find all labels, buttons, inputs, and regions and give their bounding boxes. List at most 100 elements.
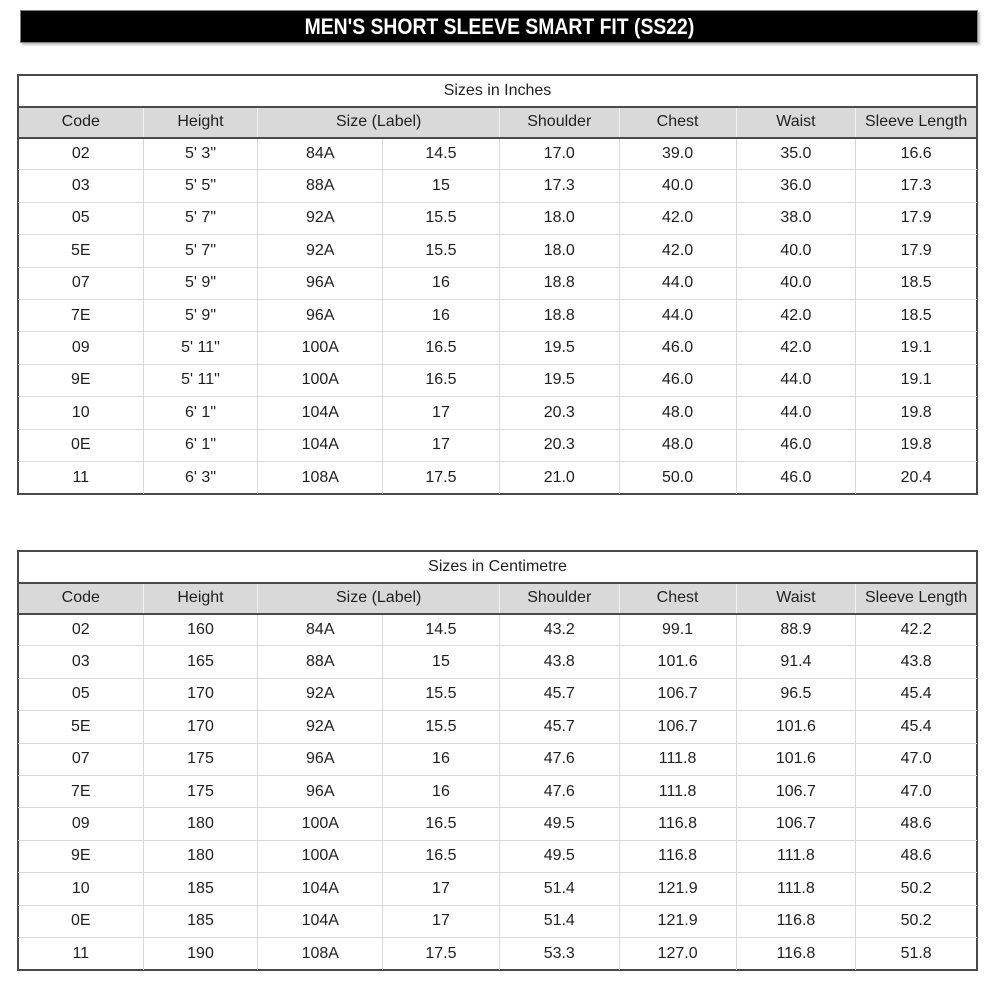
table-row: 05 170 92A 15.5 45.7 106.7 96.5 45.4 [18,678,977,712]
table-row: 07 175 96A 16 47.6 111.8 101.6 47.0 [18,743,977,776]
table-cell: 0E [18,905,144,938]
table-cell: 121.9 [618,905,737,938]
table-cell: 20.3 [498,396,620,430]
table-cell: 5' 11" [142,364,258,398]
table-cell: 5E [18,234,144,268]
table-cell: 17 [382,905,500,938]
table-cell: 47.6 [498,775,620,809]
table-cell: 101.6 [618,645,737,679]
table-cell: 16.5 [382,364,500,398]
table-cell: 106.7 [735,807,856,841]
table-cell: 43.2 [498,613,620,647]
table-cell: 49.5 [498,840,620,874]
table-cell: 16 [382,267,500,300]
table-cell: 42.0 [618,234,737,268]
table-cell: 16 [382,743,500,776]
table-cell: 84A [257,137,383,171]
table-cell: 20.3 [498,429,620,462]
table-cell: 42.0 [618,202,737,236]
table-cell: 40.0 [735,267,856,300]
table-cell: 45.7 [498,678,620,712]
table-cell: 40.0 [618,169,737,203]
column-header-shoulder: Shoulder [498,106,620,139]
column-header-chest: Chest [618,582,737,615]
table-cell: 15 [382,645,500,679]
table-cell: 121.9 [618,872,737,906]
table-header-row: Code Height Size (Label) Shoulder Chest … [18,582,977,615]
table-cell: 106.7 [735,775,856,809]
table-cell: 18.8 [498,299,620,333]
table-cell: 100A [257,840,383,874]
table-cell: 6' 3" [142,461,258,494]
table-cell: 9E [18,840,144,874]
table-cell: 5' 3" [142,137,258,171]
table-cell: 5' 9" [142,267,258,300]
table-cell: 160 [142,613,258,647]
table-cell: 101.6 [735,710,856,744]
table-row: 11 190 108A 17.5 53.3 127.0 116.8 51.8 [18,937,977,970]
table-caption: Sizes in Centimetre [18,551,977,584]
table-body: 02 160 84A 14.5 43.2 99.1 88.9 42.2 03 165 88A 15 43… [18,613,977,970]
table-cell: 88A [257,169,383,203]
table-row: 7E 5' 9" 96A 16 18.8 44.0 42.0 18.5 [18,299,977,333]
table-cell: 111.8 [618,775,737,809]
table-cell: 88A [257,645,383,679]
table-cell: 46.0 [735,429,856,462]
table-cell: 7E [18,775,144,809]
column-header-waist: Waist [735,582,856,615]
table-cell: 175 [142,743,258,776]
table-cell: 48.0 [618,429,737,462]
table-cell: 07 [18,267,144,300]
column-header-sleeve-length: Sleeve Length [855,106,977,139]
table-cell: 53.3 [498,937,620,970]
table-row: 02 5' 3" 84A 14.5 17.0 39.0 35.0 16.6 [18,137,977,171]
table-cell: 180 [142,840,258,874]
table-cell: 51.8 [855,937,977,970]
table-cell: 18.0 [498,234,620,268]
table-cell: 17 [382,429,500,462]
table-cell: 15.5 [382,678,500,712]
table-cell: 45.4 [855,710,977,744]
sizes-in-inches-table: Sizes in Inches Code Height Size (Label)… [17,73,978,496]
table-cell: 96A [257,775,383,809]
table-caption-row: Sizes in Centimetre [18,551,977,584]
table-cell: 17 [382,396,500,430]
column-header-height: Height [142,106,258,139]
table-body: 02 5' 3" 84A 14.5 17.0 39.0 35.0 16.6 03 5' 5" 88A… [18,137,977,494]
sizes-in-inches-section: Sizes in Inches Code Height Size (Label)… [17,73,978,496]
sizes-in-centimetre-section: Sizes in Centimetre Code Height Size (La… [17,549,978,972]
table-cell: 9E [18,364,144,398]
table-cell: 92A [257,710,383,744]
table-cell: 170 [142,678,258,712]
table-cell: 96A [257,267,383,300]
table-row: 07 5' 9" 96A 16 18.8 44.0 40.0 18.5 [18,267,977,300]
table-cell: 17.0 [498,137,620,171]
table-cell: 18.0 [498,202,620,236]
table-cell: 100A [257,807,383,841]
table-row: 0E 185 104A 17 51.4 121.9 116.8 50.2 [18,905,977,938]
table-cell: 39.0 [618,137,737,171]
table-cell: 99.1 [618,613,737,647]
table-cell: 19.5 [498,331,620,365]
table-row: 0E 6' 1" 104A 17 20.3 48.0 46.0 19.8 [18,429,977,462]
table-cell: 108A [257,461,383,494]
table-cell: 116.8 [735,905,856,938]
table-cell: 42.0 [735,299,856,333]
page-title-bar: MEN'S SHORT SLEEVE SMART FIT (SS22) [20,10,978,43]
table-cell: 17.5 [382,461,500,494]
table-cell: 09 [18,331,144,365]
column-header-sleeve-length: Sleeve Length [855,582,977,615]
table-cell: 02 [18,613,144,647]
table-cell: 18.8 [498,267,620,300]
table-cell: 10 [18,396,144,430]
table-cell: 104A [257,872,383,906]
table-cell: 45.7 [498,710,620,744]
table-cell: 14.5 [382,613,500,647]
table-cell: 15.5 [382,202,500,236]
table-cell: 16.5 [382,331,500,365]
table-cell: 127.0 [618,937,737,970]
table-cell: 49.5 [498,807,620,841]
table-cell: 44.0 [618,299,737,333]
table-cell: 96.5 [735,678,856,712]
